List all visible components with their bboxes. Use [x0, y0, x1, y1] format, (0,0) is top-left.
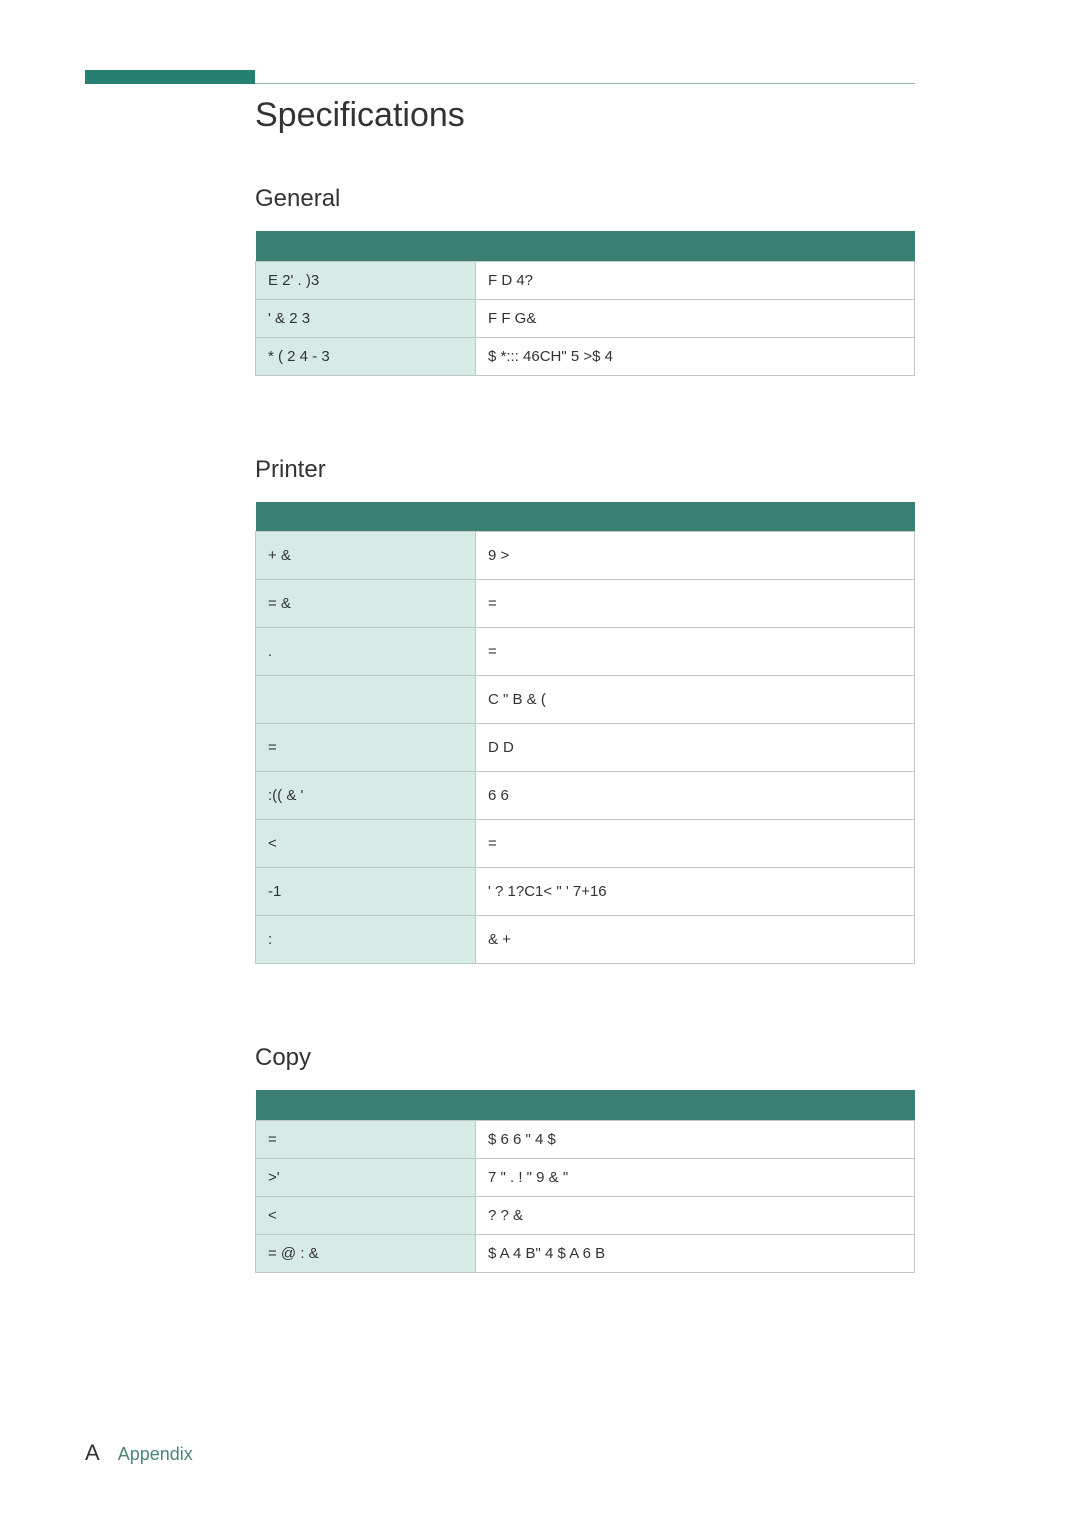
section-title-printer: Printer — [255, 456, 915, 484]
cell-label: + & — [256, 532, 476, 580]
cell-value: ? ? & — [476, 1196, 915, 1234]
table-row: = & = — [256, 580, 915, 628]
appendix-letter: A — [85, 1440, 100, 1465]
cell-value: = — [476, 628, 915, 676]
table-row: E 2' . )3 F D 4? — [256, 261, 915, 299]
cell-label: < — [256, 1196, 476, 1234]
cell-label: E 2' . )3 — [256, 261, 476, 299]
cell-label: = — [256, 724, 476, 772]
table-row: >' 7 " . ! " 9 & " — [256, 1158, 915, 1196]
cell-label: >' — [256, 1158, 476, 1196]
cell-value: D D — [476, 724, 915, 772]
table-row: + & 9 > — [256, 532, 915, 580]
cell-label — [256, 676, 476, 724]
cell-value: = — [476, 820, 915, 868]
table-row: = D D — [256, 724, 915, 772]
table-row: = $ 6 6 " 4 $ — [256, 1120, 915, 1158]
table-row: ' & 2 3 F F G& — [256, 299, 915, 337]
accent-bar — [85, 70, 255, 84]
table-row: * ( 2 4 - 3 $ *::: 46CH" 5 >$ 4 — [256, 337, 915, 375]
cell-value: $ *::: 46CH" 5 >$ 4 — [476, 337, 915, 375]
footer: A Appendix — [85, 1440, 193, 1466]
cell-label: : — [256, 916, 476, 964]
cell-value: = — [476, 580, 915, 628]
cell-label: :(( & ' — [256, 772, 476, 820]
section-title-copy: Copy — [255, 1044, 915, 1072]
cell-label: -1 — [256, 868, 476, 916]
cell-value: 9 > — [476, 532, 915, 580]
table-row: = @ : & $ A 4 B" 4 $ A 6 B — [256, 1234, 915, 1272]
cell-label: . — [256, 628, 476, 676]
cell-value: F F G& — [476, 299, 915, 337]
cell-value: & + — [476, 916, 915, 964]
cell-label: * ( 2 4 - 3 — [256, 337, 476, 375]
table-row: : & + — [256, 916, 915, 964]
cell-value: F D 4? — [476, 261, 915, 299]
cell-value: 7 " . ! " 9 & " — [476, 1158, 915, 1196]
cell-value: 6 6 — [476, 772, 915, 820]
page-title: Specifications — [255, 96, 915, 135]
cell-value: $ A 4 B" 4 $ A 6 B — [476, 1234, 915, 1272]
cell-label: = & — [256, 580, 476, 628]
cell-label: = — [256, 1120, 476, 1158]
cell-label: ' & 2 3 — [256, 299, 476, 337]
cell-value: C " B & ( — [476, 676, 915, 724]
table-general: E 2' . )3 F D 4? ' & 2 3 F F G& * ( 2 4 … — [255, 231, 915, 376]
cell-label: = @ : & — [256, 1234, 476, 1272]
cell-value: ' ? 1?C1< " ' 7+16 — [476, 868, 915, 916]
appendix-label: Appendix — [118, 1444, 193, 1464]
cell-value: $ 6 6 " 4 $ — [476, 1120, 915, 1158]
cell-label: < — [256, 820, 476, 868]
table-row: < = — [256, 820, 915, 868]
table-row: C " B & ( — [256, 676, 915, 724]
table-printer: + & 9 > = & = . = C " B & ( — [255, 502, 915, 965]
section-title-general: General — [255, 185, 915, 213]
table-copy: = $ 6 6 " 4 $ >' 7 " . ! " 9 & " < ? ? &… — [255, 1090, 915, 1273]
table-row: :(( & ' 6 6 — [256, 772, 915, 820]
table-row: . = — [256, 628, 915, 676]
table-row: < ? ? & — [256, 1196, 915, 1234]
table-row: -1 ' ? 1?C1< " ' 7+16 — [256, 868, 915, 916]
